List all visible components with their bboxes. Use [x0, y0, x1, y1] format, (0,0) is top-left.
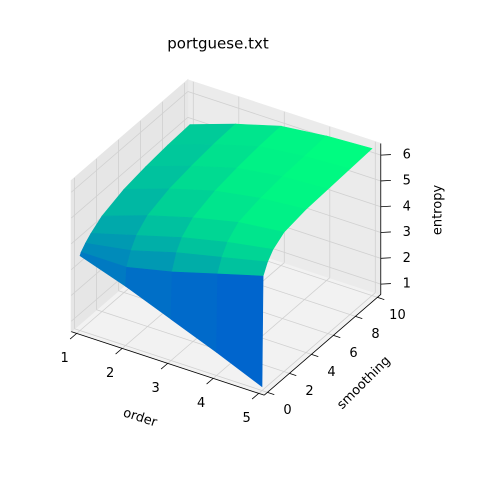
grid-line — [70, 91, 189, 193]
y-tick-label: 4 — [327, 365, 335, 380]
grid-line — [70, 117, 189, 219]
x-axis-label: order — [121, 406, 159, 431]
x-tick — [206, 378, 214, 385]
y-tick-label: 8 — [371, 327, 379, 342]
y-axis-label: smoothing — [334, 353, 393, 412]
z-tick — [380, 231, 391, 233]
y-tick — [377, 296, 385, 300]
x-tick-label: 3 — [152, 381, 160, 396]
y-tick — [333, 334, 341, 338]
grid-line — [258, 292, 376, 394]
z-tick — [380, 257, 391, 259]
z-tick-label: 5 — [403, 173, 411, 188]
surface-face — [130, 235, 183, 253]
x-tick-label: 1 — [61, 351, 69, 366]
y-tick — [311, 353, 319, 357]
x-axis-line — [71, 331, 265, 396]
y-tick-label: 2 — [305, 384, 313, 399]
surface-face — [216, 273, 264, 388]
y-tick — [355, 315, 363, 319]
z-tick — [380, 283, 391, 285]
x-tick-label: 2 — [106, 366, 114, 381]
y-tick — [267, 391, 275, 395]
chart-title: portguese.txt — [167, 35, 269, 53]
x-tick — [251, 393, 259, 400]
x-tick — [69, 333, 77, 340]
z-tick-label: 4 — [403, 199, 411, 214]
z-tick-label: 1 — [403, 277, 411, 292]
y-tick-label: 10 — [389, 308, 406, 323]
x-tick-label: 5 — [243, 411, 251, 426]
z-axis-label: entropy — [431, 185, 446, 236]
y-tick — [289, 372, 297, 376]
z-tick-label: 3 — [403, 225, 411, 240]
z-tick-label: 2 — [403, 251, 411, 266]
z-tick — [380, 205, 391, 208]
y-tick-label: 0 — [283, 403, 291, 418]
y-axis-line — [263, 294, 382, 396]
z-tick-label: 6 — [403, 148, 411, 163]
x-tick — [160, 363, 168, 370]
x-tick-label: 4 — [197, 396, 205, 411]
y-tick-label: 6 — [349, 346, 357, 361]
x-tick — [115, 348, 123, 355]
z-tick — [380, 179, 391, 182]
z-tick — [380, 154, 391, 156]
grid-line — [74, 328, 268, 393]
